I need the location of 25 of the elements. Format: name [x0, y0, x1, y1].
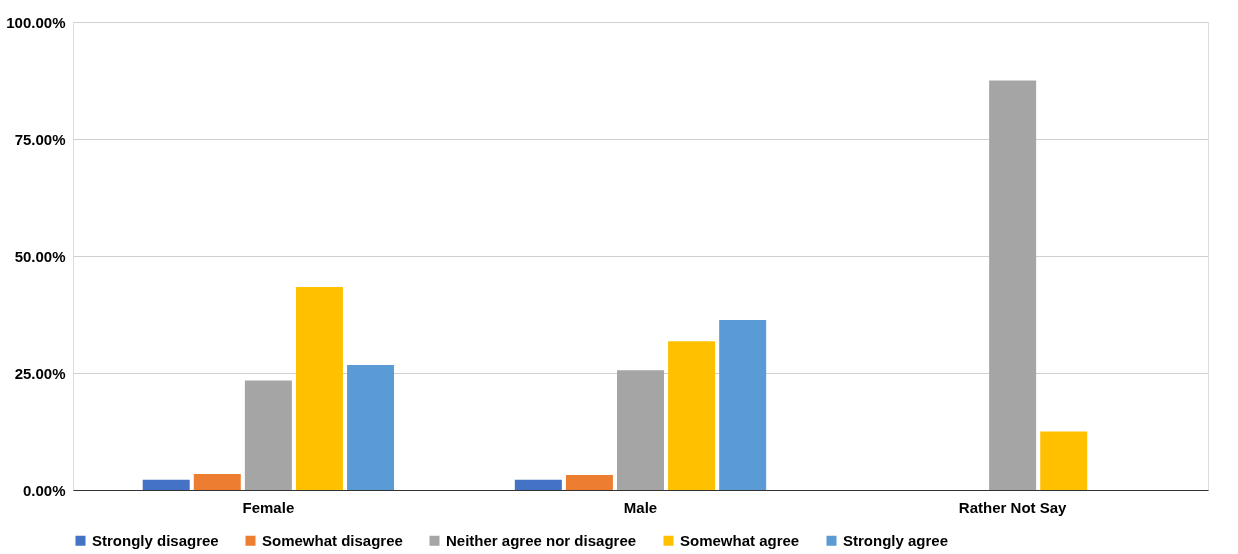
x-tick-label: Female	[242, 498, 295, 516]
legend-label: Strongly agree	[843, 531, 949, 549]
y-tick-label: 75.00%	[14, 130, 66, 148]
bar	[514, 479, 562, 490]
y-tick-label: 0.00%	[22, 481, 66, 499]
bar	[989, 80, 1037, 490]
bar	[347, 365, 395, 490]
bar	[142, 479, 190, 490]
bar	[244, 380, 292, 490]
bar	[719, 320, 767, 490]
y-tick-label: 25.00%	[14, 364, 66, 382]
legend-label: Somewhat disagree	[262, 531, 403, 549]
legend-label: Strongly disagree	[92, 531, 219, 549]
bar	[1040, 431, 1088, 490]
y-tick-label: 100.00%	[6, 13, 66, 31]
y-tick-label: 50.00%	[14, 247, 66, 265]
bar	[193, 474, 241, 490]
bar	[617, 370, 664, 490]
bar	[295, 286, 343, 490]
legend-label: Somewhat agree	[680, 531, 800, 549]
bar	[565, 475, 613, 490]
x-tick-label: Rather Not Say	[958, 498, 1068, 516]
bar	[668, 341, 716, 490]
legend-label: Neither agree nor disagree	[446, 531, 637, 549]
x-tick-label: Male	[623, 498, 658, 516]
